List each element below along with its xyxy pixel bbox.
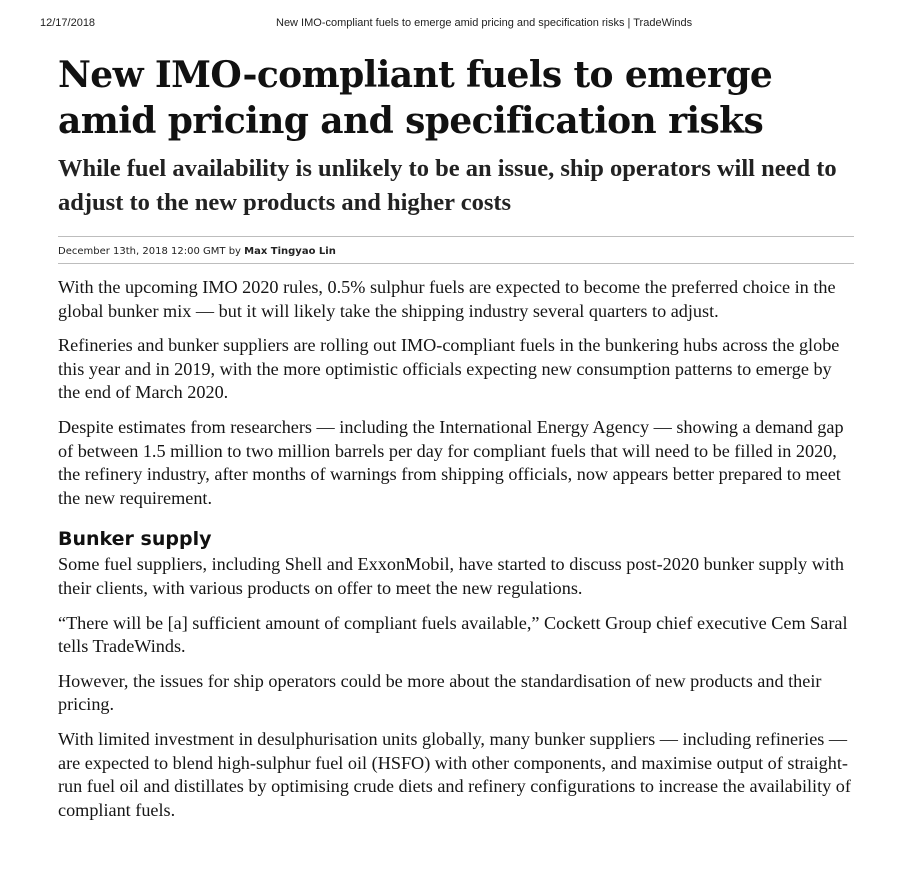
print-date: 12/17/2018 [40,17,96,29]
section-heading: Bunker supply [58,528,212,551]
byline-author[interactable]: Max Tingyao Lin [244,246,336,257]
paragraph: However, the issues for ship operators c… [58,670,822,715]
article: New IMO-compliant fuels to emerge amid p… [58,52,854,833]
paragraph: Refineries and bunker suppliers are roll… [58,335,840,403]
article-body: With the upcoming IMO 2020 rules, 0.5% s… [58,276,854,822]
print-header: 12/17/2018 New IMO-compliant fuels to em… [0,17,907,33]
paragraph: Some fuel suppliers, including Shell and… [58,554,845,598]
article-subheadline: While fuel availability is unlikely to b… [58,155,837,216]
byline: December 13th, 2018 12:00 GMT by Max Tin… [58,245,854,259]
paragraph: With limited investment in desulphurisat… [58,728,851,820]
paragraph: Despite estimates from researchers — inc… [58,416,844,508]
divider-bottom [58,263,854,264]
divider-top [58,236,854,237]
byline-date: December 13th, 2018 12:00 GMT [58,246,226,257]
paragraph: “There will be [a] sufficient amount of … [58,612,848,657]
paragraph: With the upcoming IMO 2020 rules, 0.5% s… [58,277,836,321]
article-headline: New IMO-compliant fuels to emerge amid p… [58,54,773,142]
byline-by: by [228,246,241,257]
print-page-title: New IMO-compliant fuels to emerge amid p… [276,17,693,29]
